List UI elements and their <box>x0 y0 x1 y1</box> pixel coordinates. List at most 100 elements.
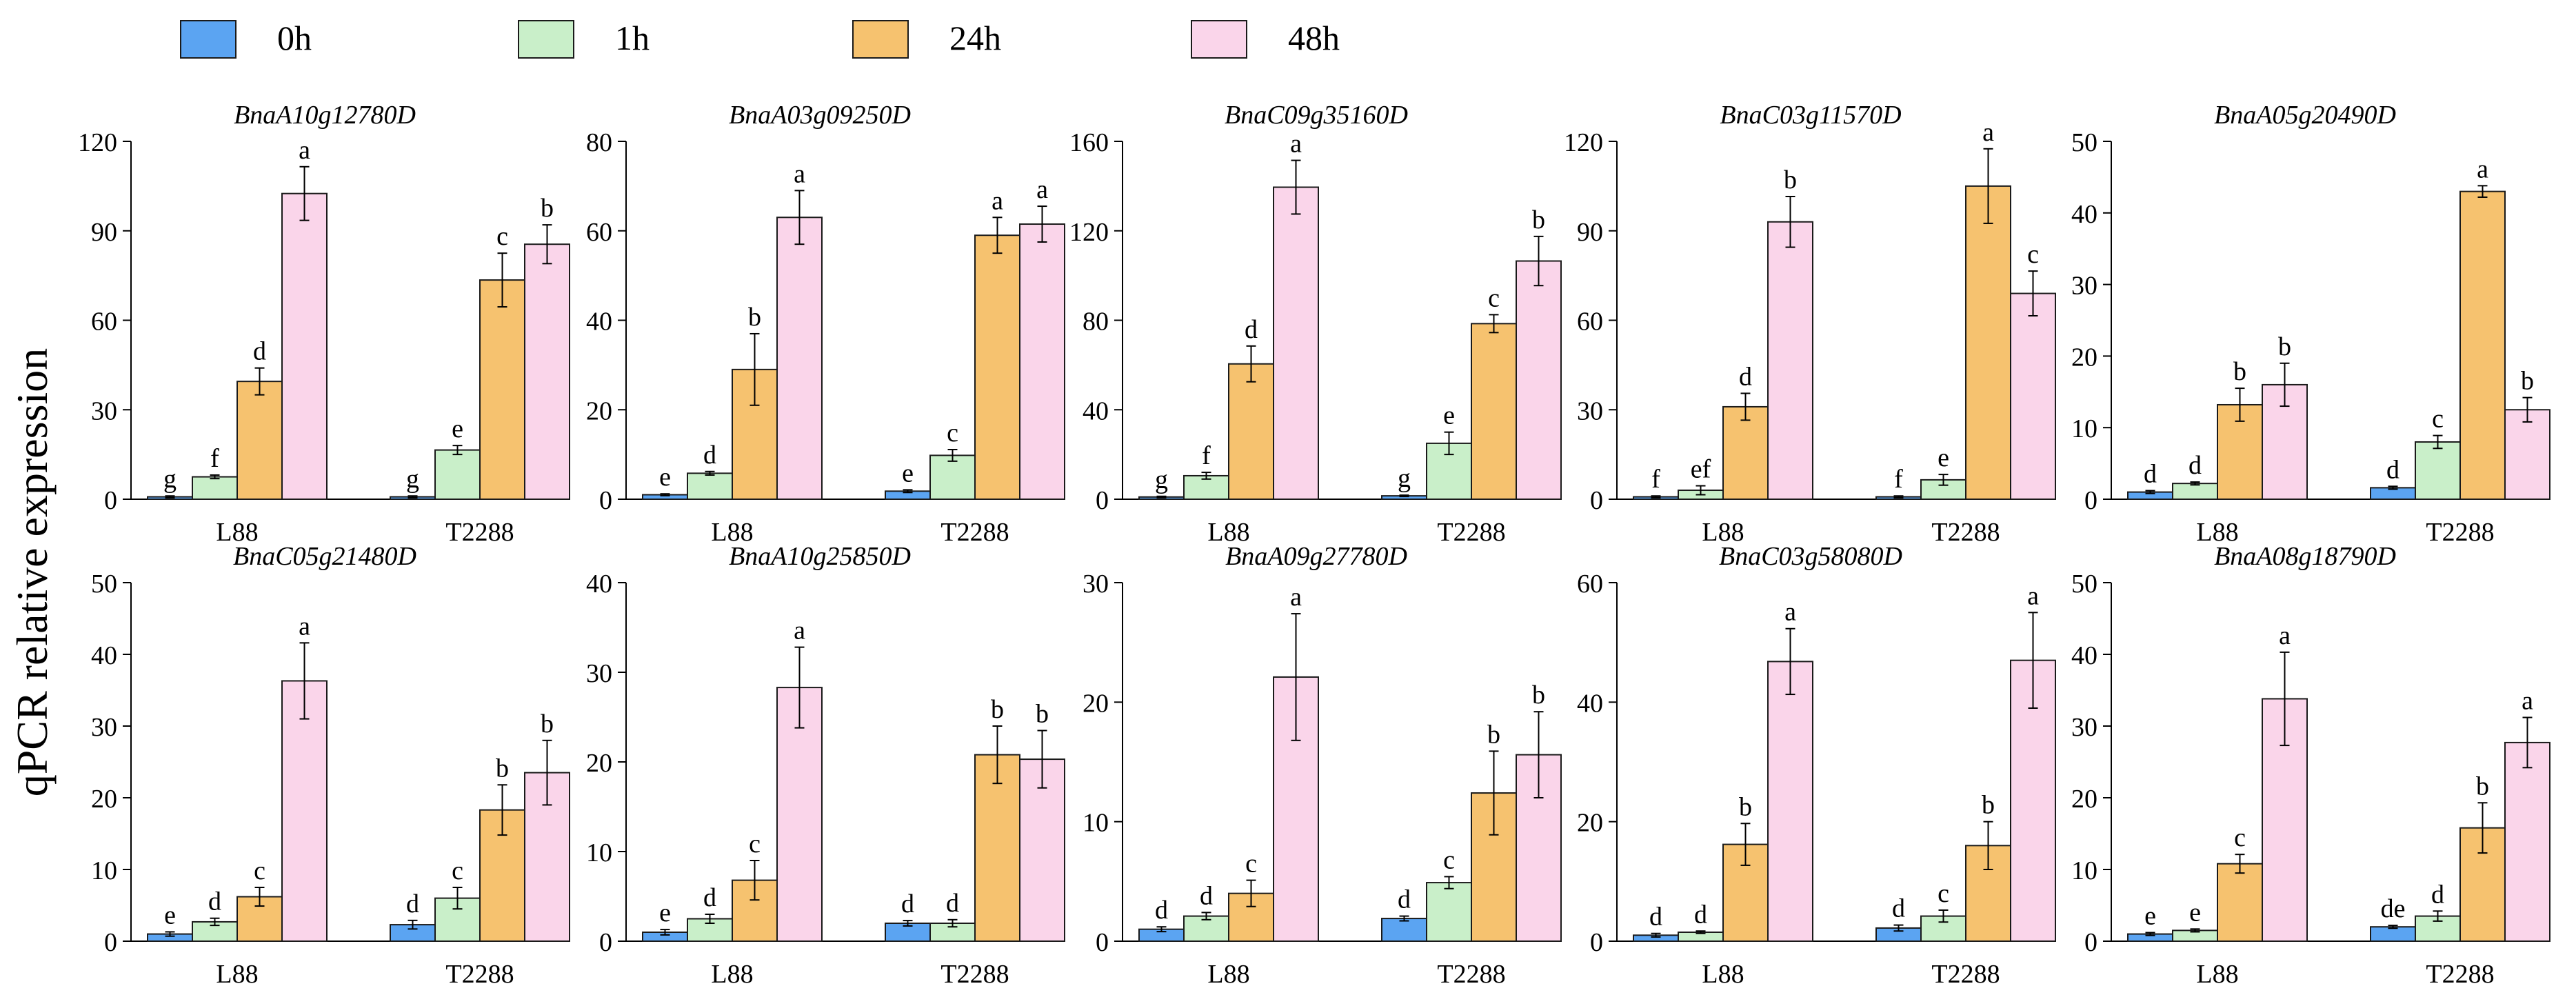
x-category-label: L88 <box>2196 960 2238 989</box>
bar-24h <box>1228 363 1274 500</box>
significance-label: a <box>2522 687 2533 716</box>
y-tick-label: 60 <box>1577 308 1603 336</box>
significance-label: c <box>1938 879 1949 908</box>
legend: 0h 1h 24h 48h <box>180 19 1340 59</box>
x-category-label: L88 <box>1207 518 1249 547</box>
bar-24h <box>237 381 283 500</box>
y-tick-label: 10 <box>1083 809 1109 838</box>
significance-label: a <box>1784 598 1796 627</box>
significance-label: d <box>1892 894 1905 923</box>
panel-title: BnaA10g25850D <box>729 542 911 571</box>
significance-label: d <box>1739 362 1752 391</box>
y-tick-label: 0 <box>1096 928 1109 957</box>
y-tick-label: 0 <box>1590 928 1603 957</box>
significance-label: e <box>1443 401 1455 430</box>
significance-label: d <box>901 889 914 918</box>
y-tick-label: 20 <box>2071 785 2097 814</box>
bar-48h <box>1767 221 1813 500</box>
significance-label: d <box>208 887 221 916</box>
y-tick-label: 10 <box>586 838 612 867</box>
bar-48h <box>1273 186 1319 500</box>
significance-label: e <box>164 901 176 929</box>
bar-48h <box>1767 661 1813 943</box>
x-category-label: L88 <box>711 518 753 547</box>
chart-panel: BnaC03g11570D 0 30 60 90 120 f ef d b L88 f e a c T2288 <box>1564 101 2056 547</box>
significance-label: d <box>2431 880 2444 909</box>
y-tick-label: 0 <box>104 928 117 957</box>
legend-label-1h: 1h <box>615 19 650 57</box>
significance-label: c <box>1245 849 1257 878</box>
significance-label: f <box>1894 465 1903 494</box>
y-tick-label: 120 <box>1069 218 1109 247</box>
y-tick-label: 90 <box>1577 218 1603 247</box>
legend-label-0h: 0h <box>277 19 312 57</box>
significance-label: c <box>2027 240 2039 269</box>
significance-label: f <box>1651 465 1660 494</box>
legend-swatch-0h <box>180 20 237 59</box>
x-category-label: L88 <box>1702 960 1744 989</box>
significance-label: d <box>1649 903 1662 932</box>
y-tick-label: 80 <box>1083 308 1109 336</box>
bar-24h <box>974 754 1020 942</box>
significance-label: b <box>2278 332 2291 361</box>
chart-panel: BnaA03g09250D 0 20 40 60 80 e d b a L88 e c a a T2288 <box>586 101 1065 547</box>
significance-label: g <box>1398 464 1411 493</box>
x-category-label: T2288 <box>1437 960 1505 989</box>
y-tick-label: 0 <box>599 928 612 957</box>
bar-24h <box>1471 323 1517 500</box>
significance-label: d <box>703 441 716 470</box>
y-tick-label: 60 <box>91 308 117 336</box>
y-tick-label: 20 <box>2071 343 2097 372</box>
significance-label: e <box>2144 902 2156 931</box>
y-tick-label: 50 <box>2071 128 2097 157</box>
significance-label: d <box>2188 451 2202 480</box>
significance-label: a <box>299 136 310 165</box>
bar-48h <box>1516 260 1562 500</box>
significance-label: b <box>541 710 554 738</box>
x-category-label: T2288 <box>940 960 1009 989</box>
significance-label: e <box>2189 898 2201 927</box>
significance-label: d <box>1694 900 1707 929</box>
y-tick-label: 40 <box>91 641 117 670</box>
y-tick-label: 30 <box>91 713 117 742</box>
bar-1h <box>2172 483 2218 501</box>
significance-label: a <box>299 612 310 641</box>
y-tick-label: 20 <box>586 396 612 425</box>
x-category-label: T2288 <box>2426 518 2494 547</box>
significance-label: b <box>1982 791 1995 820</box>
y-tick-label: 50 <box>91 570 117 598</box>
x-category-label: T2288 <box>445 518 514 547</box>
significance-label: g <box>1155 465 1168 494</box>
bar-1h <box>2415 441 2461 501</box>
significance-label: d <box>1155 896 1168 925</box>
panel-title: BnaC09g35160D <box>1225 101 1408 130</box>
y-tick-label: 0 <box>1096 486 1109 515</box>
significance-label: e <box>659 463 671 492</box>
significance-label: b <box>1532 205 1545 234</box>
bar-24h <box>1965 185 2011 500</box>
bar-48h <box>281 680 328 942</box>
legend-label-48h: 48h <box>1288 19 1340 57</box>
bar-1h <box>434 449 481 501</box>
significance-label: a <box>1036 175 1048 204</box>
y-tick-label: 0 <box>2084 486 2097 515</box>
y-tick-label: 40 <box>586 308 612 336</box>
y-tick-label: 40 <box>586 570 612 598</box>
y-tick-label: 40 <box>1577 689 1603 718</box>
bar-24h <box>974 234 1020 500</box>
significance-label: g <box>163 465 177 494</box>
significance-label: b <box>496 754 509 783</box>
panel-title: BnaA05g20490D <box>2214 101 2396 130</box>
chart-panel: BnaA10g25850D 0 10 20 30 40 e d c a L88 d d b b T2288 <box>586 542 1065 989</box>
legend-swatch-48h <box>1191 20 1247 59</box>
chart-panel: BnaA10g12780D 0 30 60 90 120 g f d a L88 g e c b T2288 <box>78 101 570 547</box>
bar-24h <box>732 368 778 500</box>
significance-label: a <box>992 186 1003 215</box>
chart-panel: BnaA08g18790D 0 10 20 30 40 50 e e c a L88 de d b a T228… <box>2071 542 2550 989</box>
y-tick-label: 30 <box>1577 396 1603 425</box>
significance-label: a <box>1982 118 1994 147</box>
significance-label: b <box>1036 700 1049 729</box>
significance-label: d <box>946 889 959 918</box>
significance-label: b <box>2233 357 2246 386</box>
